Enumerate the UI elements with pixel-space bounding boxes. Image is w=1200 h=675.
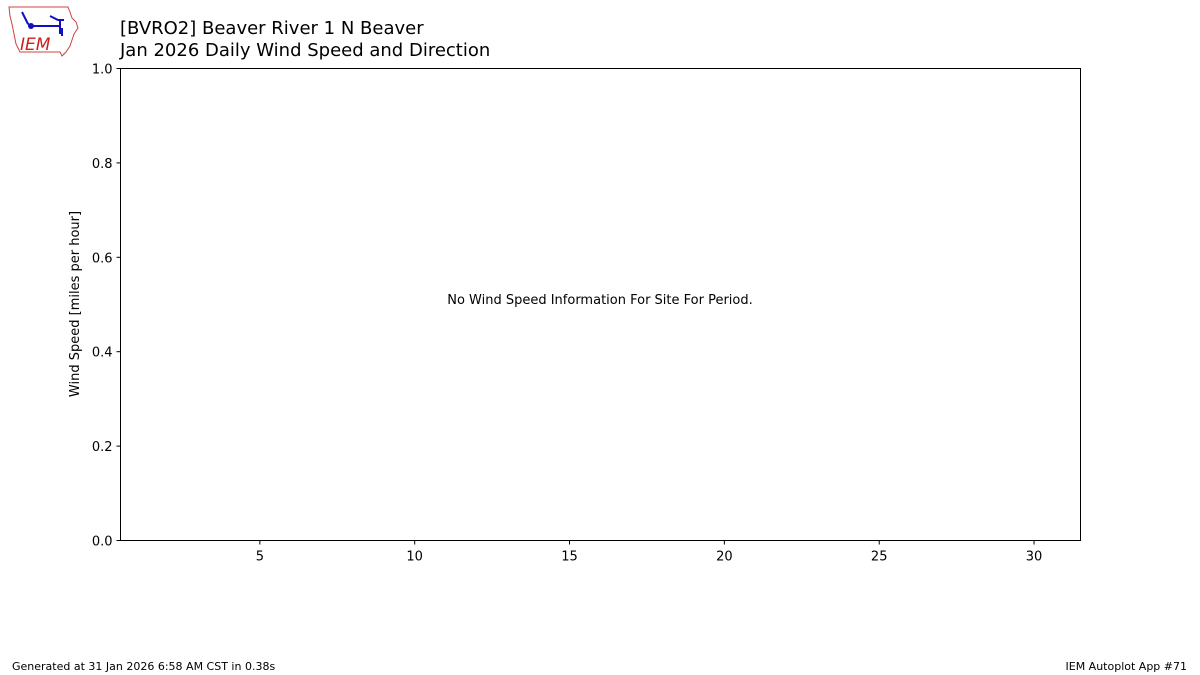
x-tick-label: 30 [1026, 550, 1043, 565]
y-tick-label: 0.0 [92, 535, 113, 550]
x-tick-label: 20 [716, 550, 733, 565]
y-tick-label: 1.0 [92, 63, 113, 78]
iem-logo: IEM [8, 6, 79, 57]
x-tick-label: 25 [871, 550, 888, 565]
plot-area [120, 68, 1081, 541]
chart-title: [BVRO2] Beaver River 1 N Beaver Jan 2026… [120, 18, 490, 62]
y-tick-label: 0.2 [92, 440, 113, 455]
y-tick-label: 0.4 [92, 346, 113, 361]
x-tick-label: 5 [256, 550, 264, 565]
chart-title-line1: [BVRO2] Beaver River 1 N Beaver [120, 18, 424, 39]
y-tick-label: 0.6 [92, 251, 113, 266]
y-axis-label: Wind Speed [miles per hour] [68, 211, 83, 397]
x-tick-label: 10 [406, 550, 423, 565]
x-tick-label: 15 [561, 550, 578, 565]
footer-app: IEM Autoplot App #71 [1065, 660, 1188, 673]
chart-title-line2: Jan 2026 Daily Wind Speed and Direction [120, 40, 491, 61]
svg-text:IEM: IEM [20, 35, 51, 55]
y-tick-label: 0.8 [92, 157, 113, 172]
footer-generated: Generated at 31 Jan 2026 6:58 AM CST in … [12, 660, 276, 673]
no-data-annotation: No Wind Speed Information For Site For P… [447, 293, 753, 308]
